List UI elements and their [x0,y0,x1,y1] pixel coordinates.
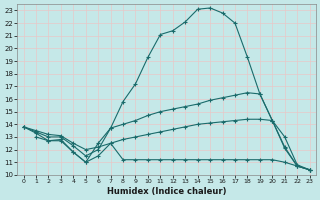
X-axis label: Humidex (Indice chaleur): Humidex (Indice chaleur) [107,187,226,196]
